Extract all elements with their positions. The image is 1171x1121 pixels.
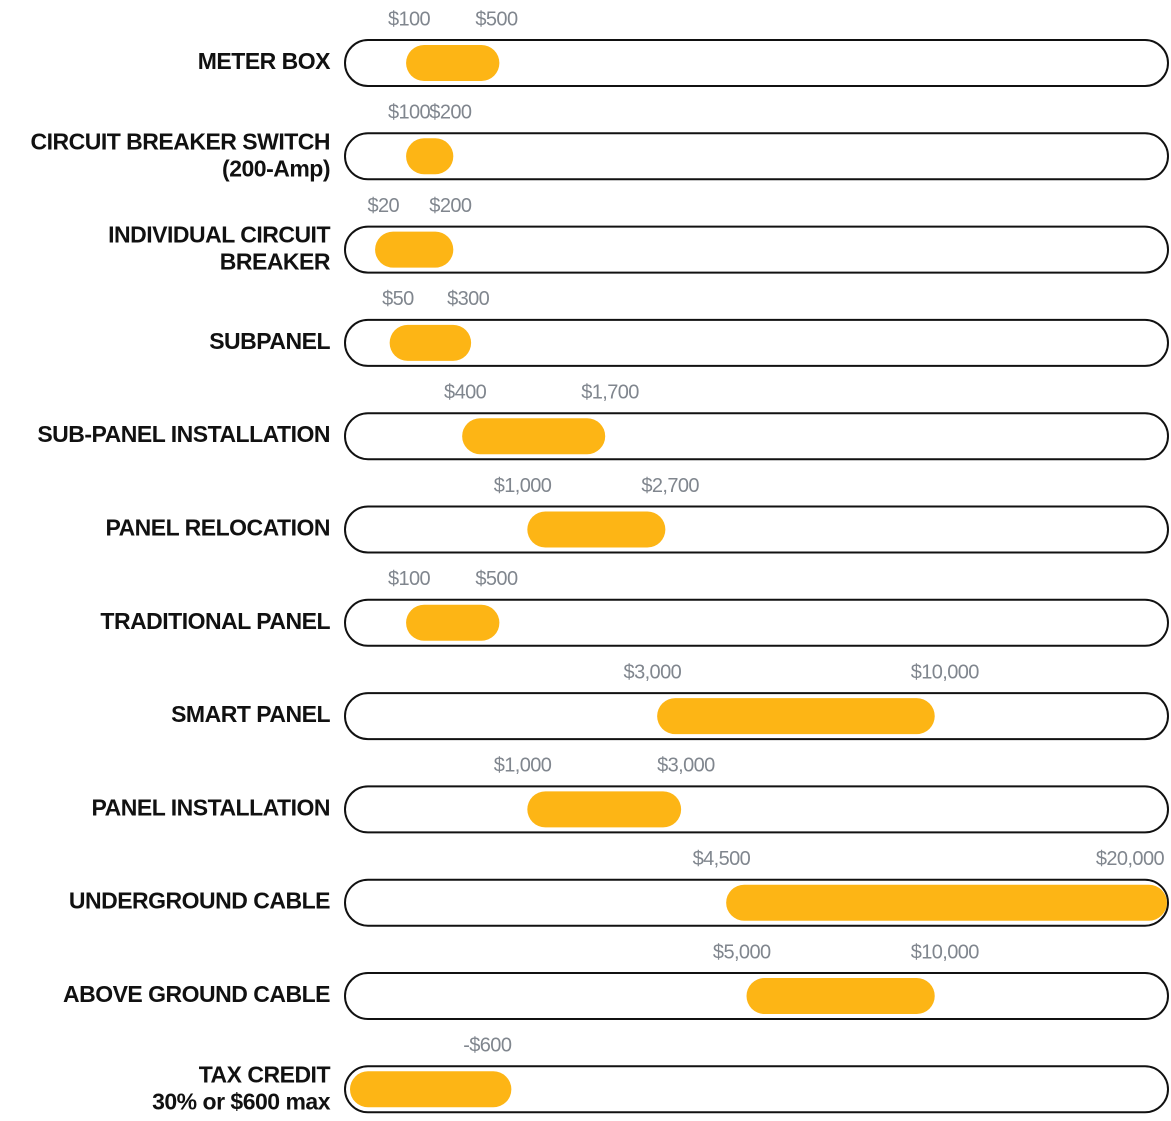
range-bar — [527, 511, 666, 548]
category-line: ABOVE GROUND CABLE — [63, 981, 330, 1007]
category-label: PANEL INSTALLATION — [92, 794, 330, 820]
range-bar — [462, 418, 606, 455]
high-label: $10,000 — [911, 661, 980, 683]
track — [344, 39, 1169, 87]
high-label: -$600 — [463, 1035, 512, 1057]
range-bar — [406, 45, 500, 81]
track — [344, 785, 1169, 834]
track — [344, 505, 1169, 554]
category-label: SUBPANEL — [209, 328, 330, 354]
category-line: TRADITIONAL PANEL — [100, 608, 330, 634]
low-label: $1,000 — [494, 475, 552, 497]
category-line: PANEL INSTALLATION — [92, 794, 330, 820]
low-label: $20 — [367, 195, 399, 217]
range-bar — [375, 231, 454, 268]
range-bar — [406, 138, 454, 175]
category-line: (200-Amp) — [222, 155, 330, 181]
category-label: UNDERGROUND CABLE — [69, 888, 330, 914]
high-label: $20,000 — [1096, 848, 1165, 870]
category-line: UNDERGROUND CABLE — [69, 888, 330, 914]
low-label: $100 — [388, 568, 431, 590]
high-label: $300 — [447, 288, 490, 310]
low-label: $4,500 — [693, 848, 751, 870]
low-label: $3,000 — [624, 661, 682, 683]
range-bar — [350, 1071, 512, 1108]
category-line: SUBPANEL — [209, 328, 330, 354]
high-label: $10,000 — [911, 941, 980, 963]
low-label: $400 — [444, 381, 487, 403]
category-label: METER BOX — [198, 48, 331, 74]
high-label: $200 — [429, 102, 472, 124]
category-label: PANEL RELOCATION — [105, 515, 330, 541]
low-label: $1,000 — [494, 755, 552, 777]
category-line: PANEL RELOCATION — [105, 515, 330, 541]
low-label: $100 — [388, 8, 431, 30]
category-label: INDIVIDUAL CIRCUIT BREAKER — [108, 222, 331, 275]
high-label: $500 — [475, 8, 518, 30]
range-bar — [527, 791, 682, 828]
high-label: $3,000 — [657, 755, 715, 777]
category-line: BREAKER — [220, 249, 331, 275]
low-label: $50 — [382, 288, 414, 310]
category-line: SMART PANEL — [171, 701, 330, 727]
range-bar — [726, 884, 1167, 921]
category-label: CIRCUIT BREAKER SWITCH (200-Amp) — [31, 128, 331, 181]
category-line: TAX CREDIT — [199, 1061, 331, 1087]
track — [344, 132, 1169, 181]
high-label: $2,700 — [641, 475, 699, 497]
category-line: CIRCUIT BREAKER SWITCH — [31, 128, 331, 154]
category-label: SUB-PANEL INSTALLATION — [37, 421, 330, 447]
range-bar — [746, 978, 935, 1014]
category-line: 30% or $600 max — [152, 1088, 331, 1114]
track — [344, 318, 1169, 367]
high-label: $200 — [429, 195, 472, 217]
high-label: $1,700 — [581, 381, 639, 403]
range-bar — [406, 604, 500, 641]
track — [344, 598, 1169, 647]
track — [344, 1065, 1169, 1114]
range-bar — [657, 698, 935, 735]
category-label: SMART PANEL — [171, 701, 330, 727]
category-line: SUB-PANEL INSTALLATION — [37, 421, 330, 447]
category-label: TAX CREDIT 30% or $600 max — [152, 1061, 331, 1114]
low-label: $5,000 — [713, 941, 771, 963]
high-label: $500 — [475, 568, 518, 590]
category-line: METER BOX — [198, 48, 331, 74]
category-label: ABOVE GROUND CABLE — [63, 981, 330, 1007]
category-label: TRADITIONAL PANEL — [100, 608, 330, 634]
low-label: $100 — [388, 102, 431, 124]
range-bar — [389, 324, 472, 361]
category-line: INDIVIDUAL CIRCUIT — [108, 222, 330, 248]
track — [344, 225, 1169, 274]
